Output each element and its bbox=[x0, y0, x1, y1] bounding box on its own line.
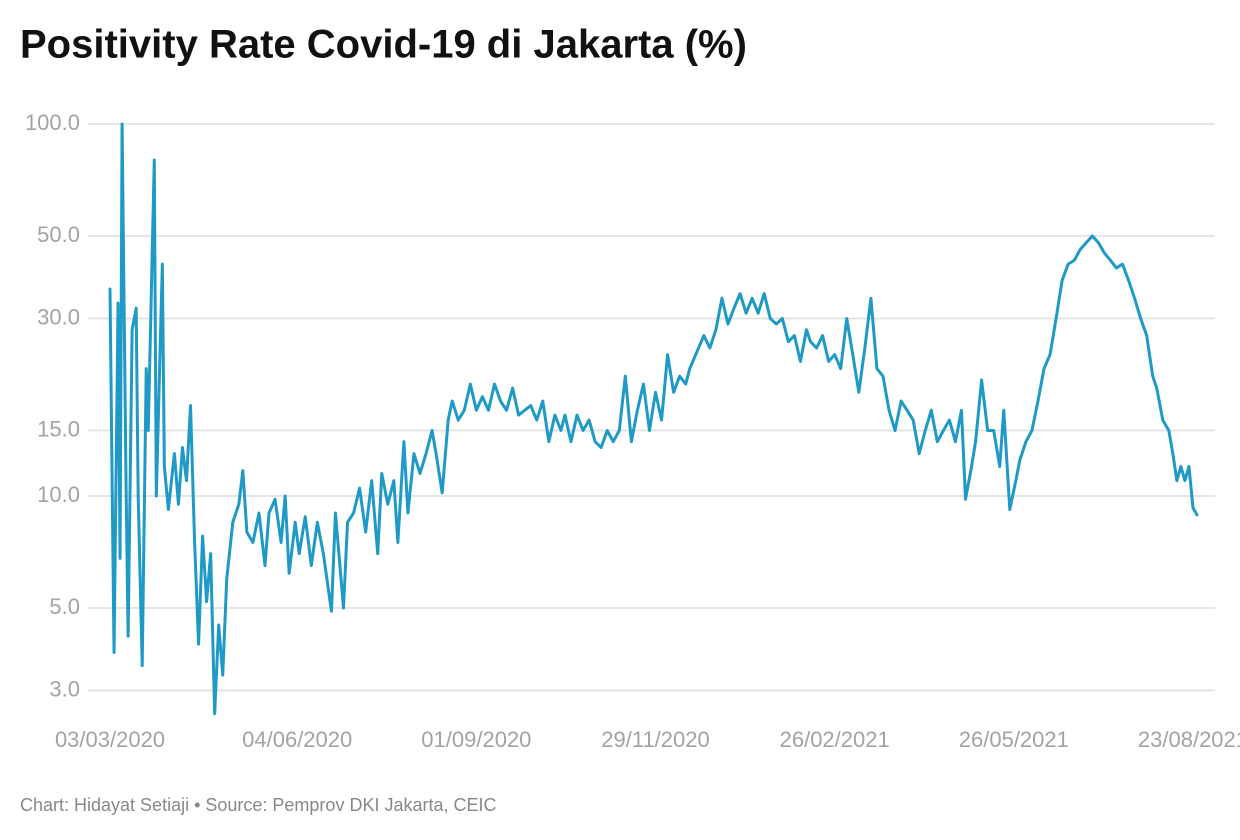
chart-title: Positivity Rate Covid-19 di Jakarta (%) bbox=[20, 23, 747, 67]
y-tick-label: 50.0 bbox=[37, 222, 80, 247]
y-tick-label: 30.0 bbox=[37, 304, 80, 329]
y-tick-label: 10.0 bbox=[37, 482, 80, 507]
x-tick-label: 04/06/2020 bbox=[242, 727, 352, 752]
data-line bbox=[108, 122, 1199, 716]
x-tick-label: 26/02/2021 bbox=[780, 727, 890, 752]
chart-source: Chart: Hidayat Setiaji • Source: Pemprov… bbox=[20, 795, 496, 815]
x-tick-label: 01/09/2020 bbox=[421, 727, 531, 752]
x-tick-label: 29/11/2020 bbox=[601, 727, 709, 752]
y-tick-label: 100.0 bbox=[25, 110, 80, 135]
x-tick-label: 23/08/2021 bbox=[1138, 727, 1240, 752]
y-tick-label: 15.0 bbox=[37, 416, 80, 441]
y-tick-label: 3.0 bbox=[49, 676, 80, 701]
y-tick-label: 5.0 bbox=[49, 594, 80, 619]
x-tick-label: 03/03/2020 bbox=[55, 727, 165, 752]
x-tick-label: 26/05/2021 bbox=[959, 727, 1069, 752]
